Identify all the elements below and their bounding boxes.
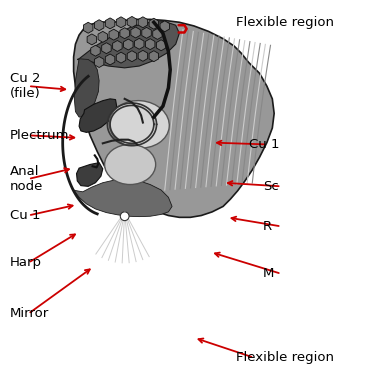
Text: Cu 1: Cu 1 [249,138,279,151]
Ellipse shape [105,144,156,185]
Polygon shape [74,179,172,217]
Text: Harp: Harp [10,256,42,269]
Ellipse shape [109,101,169,148]
Text: Flexible region: Flexible region [235,16,333,29]
Polygon shape [79,99,117,132]
Text: R: R [263,220,272,233]
Text: Sc: Sc [263,180,279,193]
Text: M: M [263,268,274,280]
Circle shape [120,212,129,221]
Text: Mirror: Mirror [10,307,49,320]
Text: Plectrum: Plectrum [10,129,69,142]
Polygon shape [74,19,274,217]
Polygon shape [74,59,99,117]
Polygon shape [76,163,103,186]
Text: Flexible region: Flexible region [236,351,334,364]
Text: Anal
node: Anal node [10,165,43,193]
Text: Cu 1: Cu 1 [10,209,40,222]
Text: Cu 2
(file): Cu 2 (file) [10,72,41,100]
Polygon shape [77,22,179,68]
